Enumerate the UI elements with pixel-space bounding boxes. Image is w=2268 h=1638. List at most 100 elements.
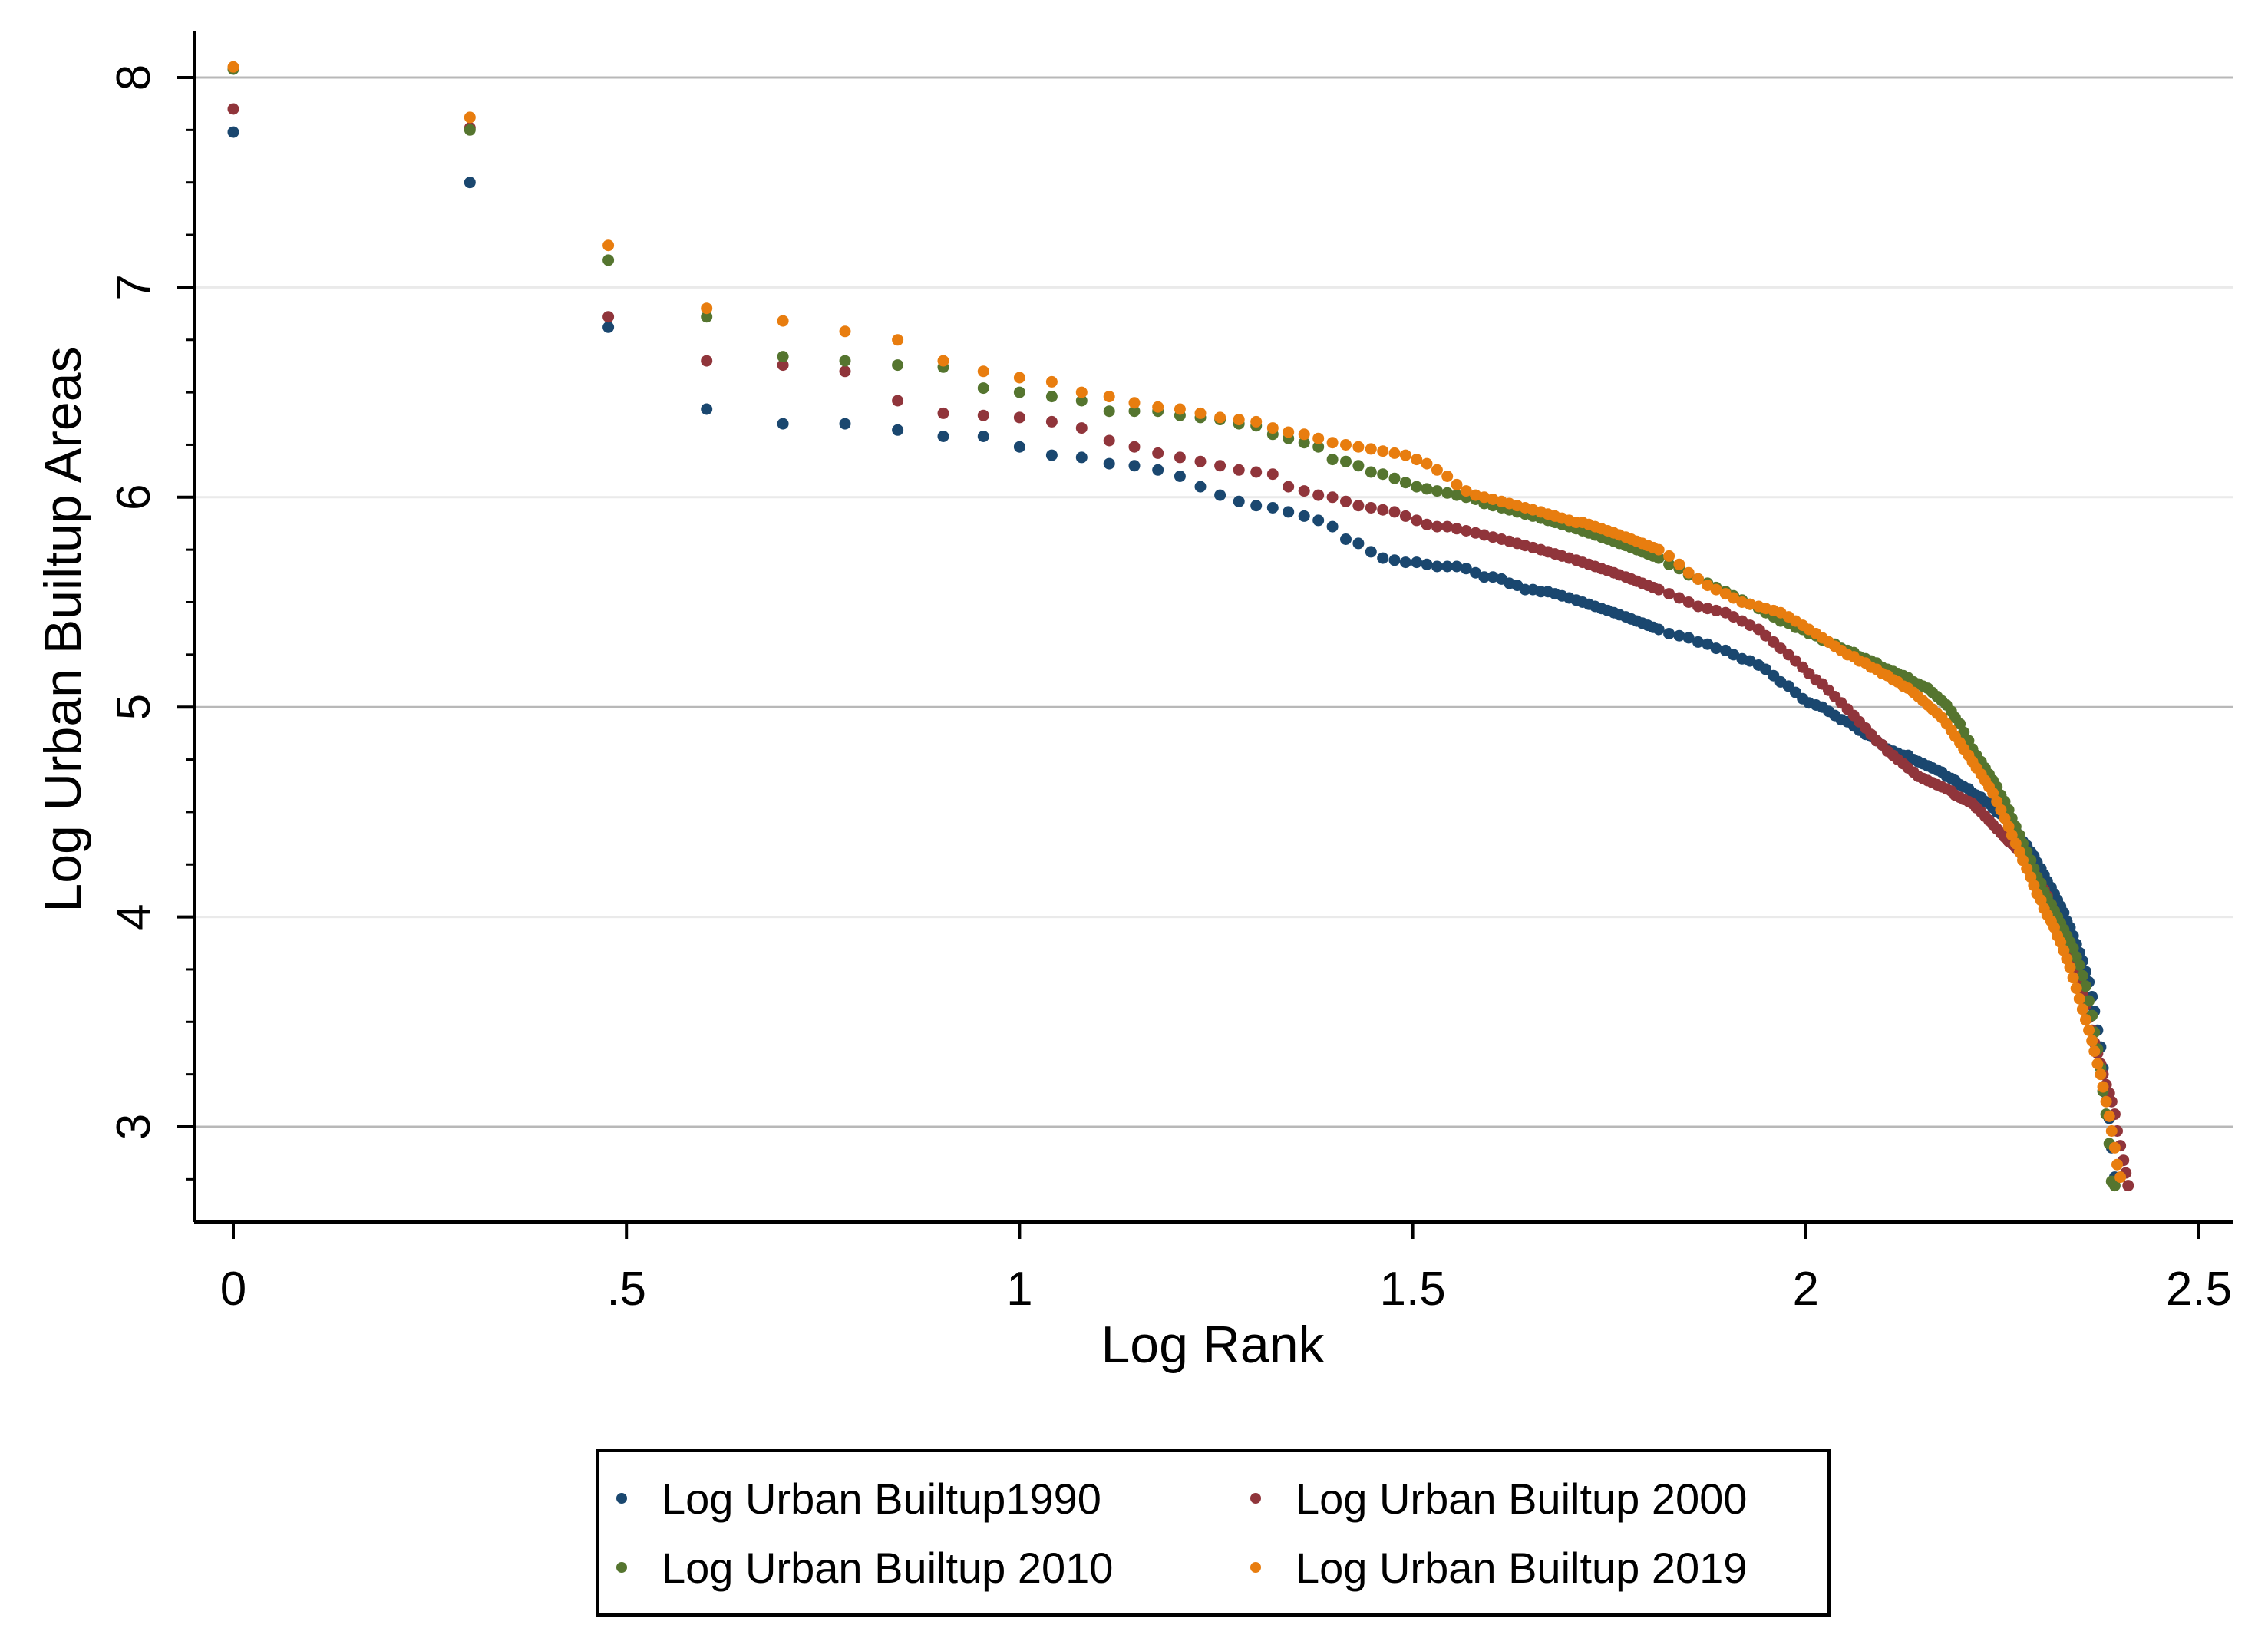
data-point-s2-34 (1441, 487, 1454, 499)
data-point-s2-143 (2073, 959, 2085, 971)
data-point-s1-19 (1250, 466, 1263, 478)
x-tick-label-1: 1 (1006, 1263, 1032, 1316)
x-tick-label-0: 0 (220, 1263, 246, 1316)
data-point-s0-37 (1470, 566, 1482, 579)
data-point-s3-13 (1128, 397, 1141, 409)
data-point-s0-22 (1298, 510, 1310, 522)
axes (177, 31, 2233, 1239)
data-point-s1-34 (1441, 520, 1454, 533)
data-point-s0-66 (1673, 629, 1685, 642)
y-tick-label-3: 3 (107, 1114, 160, 1140)
data-point-s0-70 (1710, 642, 1722, 655)
data-point-s0-74 (1744, 655, 1756, 667)
data-point-s1-14 (1152, 447, 1164, 459)
data-point-s3-10 (1045, 375, 1058, 388)
data-point-s3-0 (227, 61, 239, 73)
data-point-s3-2 (602, 239, 615, 252)
data-point-s0-34 (1441, 560, 1454, 573)
data-point-s1-0 (227, 103, 239, 115)
data-point-s1-76 (1760, 629, 1772, 642)
data-point-s0-25 (1340, 533, 1352, 545)
data-point-s0-13 (1128, 460, 1141, 472)
data-point-s3-26 (1352, 441, 1365, 453)
horizontal-gridlines (194, 76, 2233, 1128)
data-point-s3-14 (1152, 401, 1164, 413)
data-point-s3-72 (1728, 592, 1740, 604)
data-point-s0-29 (1388, 554, 1401, 566)
data-point-s3-74 (1744, 598, 1756, 610)
data-point-s1-23 (1312, 489, 1325, 501)
data-point-s2-146 (2083, 995, 2095, 1007)
data-point-s1-35 (1451, 523, 1463, 535)
data-point-s0-2 (602, 321, 615, 333)
data-point-s3-34 (1441, 471, 1454, 482)
data-point-s2-13 (1128, 405, 1141, 418)
data-point-s1-4 (777, 359, 789, 372)
data-point-s1-38 (1478, 529, 1491, 541)
data-point-s1-29 (1388, 506, 1401, 518)
data-point-s0-21 (1283, 506, 1295, 518)
data-point-s1-31 (1411, 514, 1423, 527)
data-point-s3-151 (2097, 1081, 2109, 1093)
x-tick-label-2: 2 (1793, 1263, 1819, 1316)
data-point-s1-22 (1298, 485, 1310, 497)
data-point-s1-32 (1421, 518, 1433, 530)
data-point-s3-12 (1103, 391, 1115, 403)
legend-marker-2019 (1250, 1562, 1261, 1573)
data-point-s3-17 (1214, 411, 1226, 424)
data-point-s2-24 (1326, 454, 1339, 466)
data-point-s1-68 (1692, 600, 1704, 613)
data-point-s1-67 (1682, 596, 1695, 608)
data-point-s3-37 (1470, 489, 1482, 501)
data-point-s2-10 (1045, 391, 1058, 403)
legend-label-2000: Log Urban Builtup 2000 (1296, 1475, 1747, 1523)
data-point-s0-64 (1652, 623, 1665, 636)
data-point-s3-11 (1075, 386, 1088, 398)
x-axis-title: Log Rank (1101, 1316, 1325, 1374)
data-point-s2-155 (2108, 1180, 2121, 1192)
data-point-s0-31 (1411, 556, 1423, 569)
data-point-s3-67 (1682, 566, 1695, 579)
data-point-s2-65 (1663, 558, 1675, 570)
data-point-s0-38 (1478, 571, 1491, 583)
data-point-s1-70 (1710, 604, 1722, 616)
data-point-s3-69 (1702, 580, 1714, 592)
data-point-s0-4 (777, 418, 789, 430)
legend-marker-1990 (616, 1493, 627, 1504)
data-point-s1-24 (1326, 491, 1339, 504)
data-point-s3-4 (777, 315, 789, 327)
data-point-s1-25 (1340, 495, 1352, 507)
data-point-s1-28 (1377, 504, 1389, 516)
data-point-s2-35 (1451, 489, 1463, 501)
data-point-s3-146 (2083, 1024, 2095, 1036)
data-point-s3-21 (1283, 426, 1295, 438)
data-point-s1-6 (892, 395, 904, 407)
data-point-s3-16 (1194, 407, 1207, 419)
data-point-s3-66 (1673, 558, 1685, 570)
y-axis-tick-labels: 3 4 5 6 7 8 (107, 64, 160, 1140)
data-point-s3-152 (2100, 1095, 2112, 1108)
data-point-s3-144 (2076, 1003, 2088, 1015)
data-point-s1-16 (1194, 455, 1207, 467)
data-point-s2-26 (1352, 460, 1365, 472)
data-point-s3-8 (977, 365, 989, 378)
data-point-s1-12 (1103, 434, 1115, 447)
data-point-s0-23 (1312, 514, 1325, 527)
data-point-s0-5 (839, 418, 851, 430)
data-point-s1-8 (977, 409, 989, 421)
data-point-s3-25 (1340, 439, 1352, 451)
data-point-s2-64 (1652, 552, 1665, 564)
data-point-s2-30 (1399, 477, 1411, 489)
data-point-s0-3 (701, 403, 713, 415)
data-point-s3-142 (2070, 982, 2082, 995)
data-point-s3-28 (1377, 445, 1389, 457)
data-point-s2-29 (1388, 472, 1401, 484)
legend-marker-2000 (1250, 1493, 1261, 1504)
data-point-s2-25 (1340, 455, 1352, 467)
data-point-s3-30 (1399, 449, 1411, 461)
data-point-s2-28 (1377, 468, 1389, 481)
data-point-s0-35 (1451, 560, 1463, 573)
data-point-s3-68 (1692, 573, 1704, 585)
